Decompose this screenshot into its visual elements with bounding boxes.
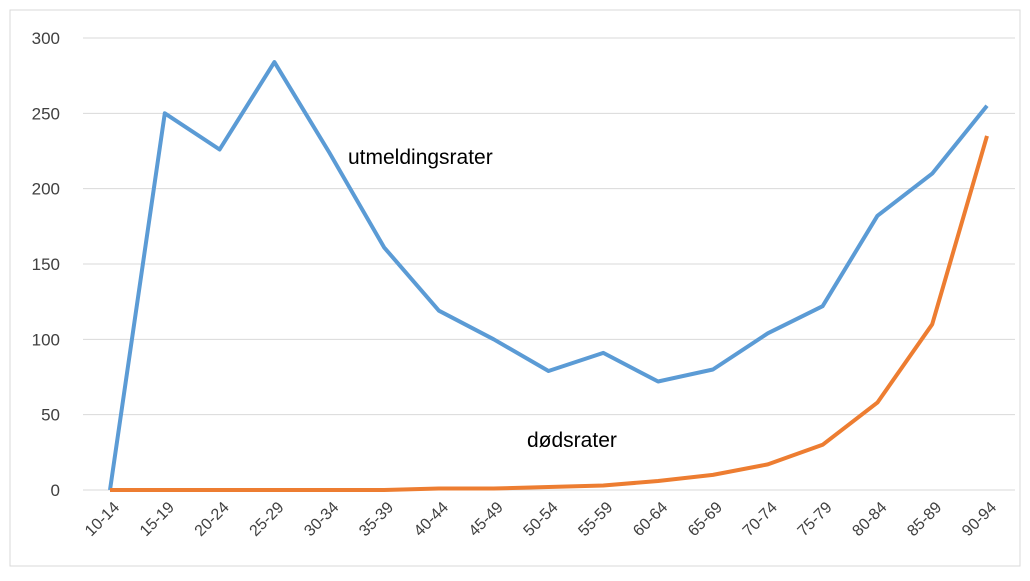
y-tick-label: 300	[32, 29, 60, 48]
y-tick-label: 100	[32, 330, 60, 349]
y-tick-label: 50	[41, 406, 60, 425]
y-tick-label: 0	[51, 481, 60, 500]
series-label: dødsrater	[527, 429, 617, 452]
y-tick-label: 250	[32, 104, 60, 123]
series-line	[110, 135, 989, 492]
series-line	[108, 60, 989, 491]
chart-border	[9, 9, 1021, 567]
y-tick-label: 200	[32, 180, 60, 199]
y-tick-label: 150	[32, 255, 60, 274]
series-label: utmeldingsrater	[348, 146, 493, 169]
